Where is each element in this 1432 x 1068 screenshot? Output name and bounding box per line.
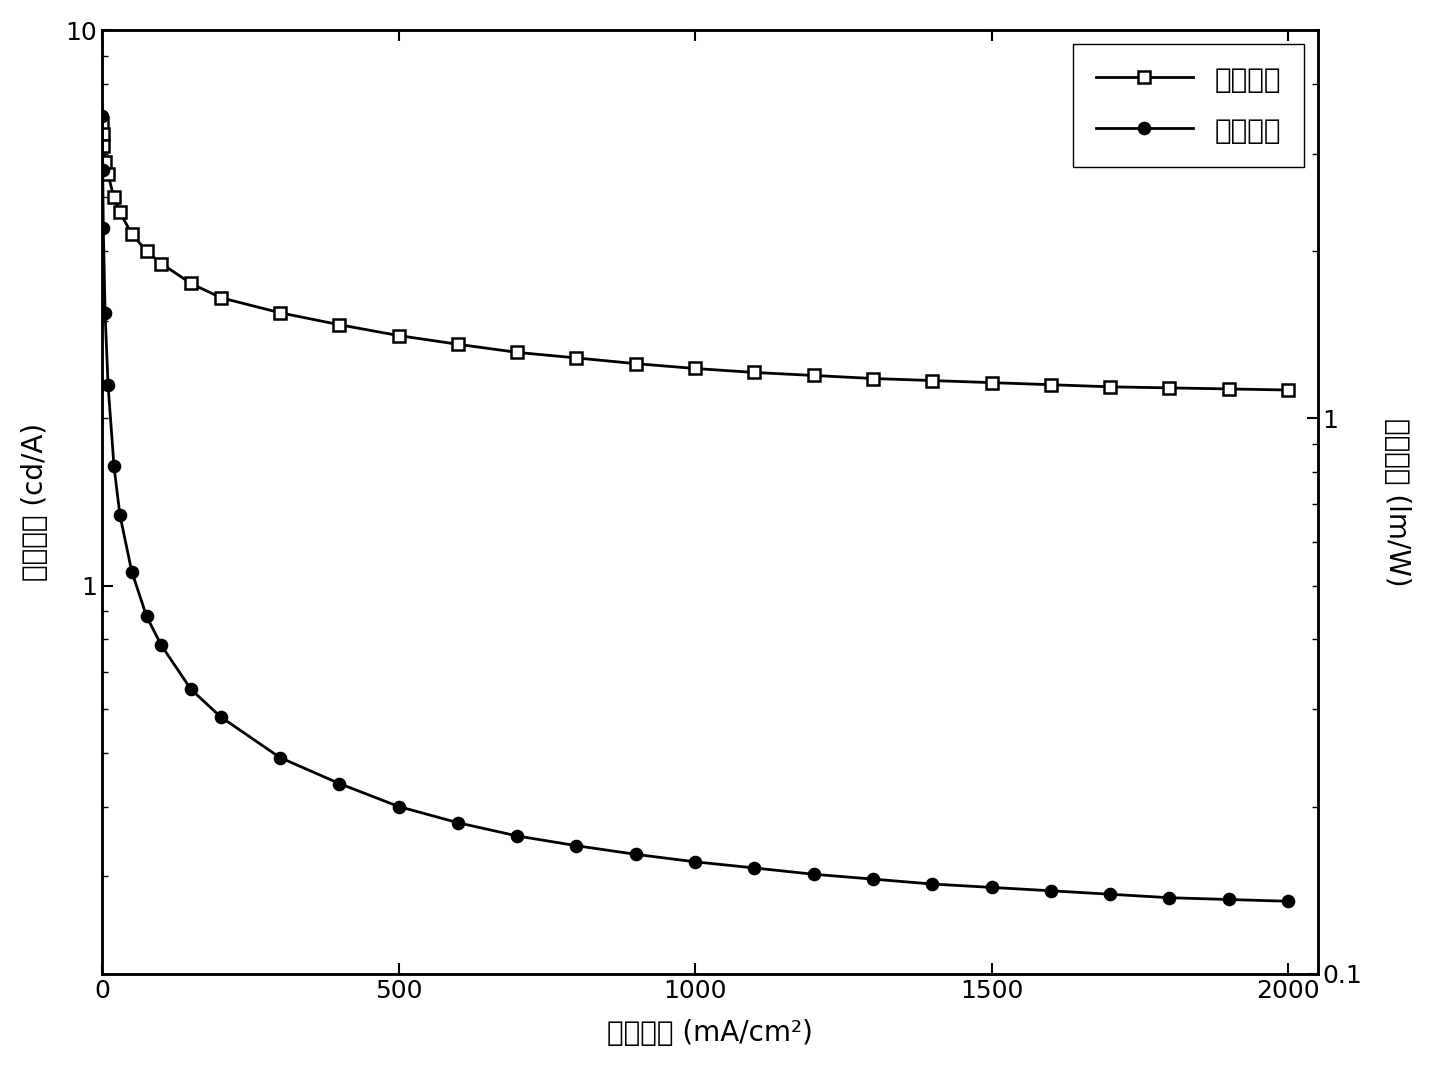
电流效率 xyxy=(99,168,116,180)
电流效率 xyxy=(106,191,123,204)
电流效率 xyxy=(1161,381,1179,394)
电流效率 xyxy=(96,155,113,168)
流明效率 xyxy=(686,855,703,868)
流明效率 xyxy=(865,873,882,885)
流明效率 xyxy=(450,816,467,829)
流明效率 xyxy=(106,460,123,473)
流明效率 xyxy=(1279,895,1296,908)
电流效率 xyxy=(212,292,229,304)
Y-axis label: 电流效率 (cd/A): 电流效率 (cd/A) xyxy=(21,423,49,581)
流明效率 xyxy=(746,862,763,875)
Y-axis label: 流明效率 (lm/W): 流明效率 (lm/W) xyxy=(1383,418,1411,586)
电流效率 xyxy=(924,374,941,387)
流明效率 xyxy=(212,710,229,723)
电流效率 xyxy=(182,277,199,289)
流明效率 xyxy=(1101,888,1118,900)
流明效率 xyxy=(112,508,129,521)
电流效率 xyxy=(95,116,112,129)
电流效率 xyxy=(331,318,348,331)
流明效率 xyxy=(123,565,140,578)
流明效率 xyxy=(1161,892,1179,905)
流明效率 xyxy=(924,878,941,891)
流明效率 xyxy=(182,684,199,696)
流明效率 xyxy=(272,751,289,764)
流明效率 xyxy=(390,800,407,813)
流明效率 xyxy=(1042,884,1060,897)
电流效率 xyxy=(805,370,822,382)
Legend: 电流效率, 流明效率: 电流效率, 流明效率 xyxy=(1074,44,1303,167)
流明效率 xyxy=(627,848,644,861)
流明效率 xyxy=(982,881,1000,894)
电流效率 xyxy=(746,366,763,379)
电流效率 xyxy=(627,357,644,370)
电流效率 xyxy=(450,337,467,350)
流明效率 xyxy=(95,110,112,123)
流明效率 xyxy=(137,610,155,623)
电流效率 xyxy=(686,362,703,375)
流明效率 xyxy=(99,378,116,391)
流明效率 xyxy=(96,307,113,319)
流明效率 xyxy=(95,222,112,235)
流明效率 xyxy=(1220,893,1237,906)
电流效率 xyxy=(123,227,140,240)
Line: 流明效率: 流明效率 xyxy=(97,111,1293,907)
X-axis label: 电流密度 (mA/cm²): 电流密度 (mA/cm²) xyxy=(607,1019,813,1047)
电流效率 xyxy=(95,128,112,141)
Line: 电流效率: 电流效率 xyxy=(97,117,1293,395)
电流效率 xyxy=(569,351,586,364)
电流效率 xyxy=(390,329,407,342)
流明效率 xyxy=(95,163,112,176)
流明效率 xyxy=(331,778,348,790)
电流效率 xyxy=(508,346,526,359)
电流效率 xyxy=(272,307,289,319)
电流效率 xyxy=(865,372,882,384)
电流效率 xyxy=(982,376,1000,389)
电流效率 xyxy=(1042,378,1060,391)
电流效率 xyxy=(1101,380,1118,393)
电流效率 xyxy=(95,139,112,152)
流明效率 xyxy=(153,639,170,651)
电流效率 xyxy=(1220,382,1237,395)
电流效率 xyxy=(1279,383,1296,396)
电流效率 xyxy=(137,245,155,257)
电流效率 xyxy=(153,257,170,270)
电流效率 xyxy=(112,206,129,219)
流明效率 xyxy=(805,868,822,881)
流明效率 xyxy=(569,839,586,852)
流明效率 xyxy=(508,830,526,843)
